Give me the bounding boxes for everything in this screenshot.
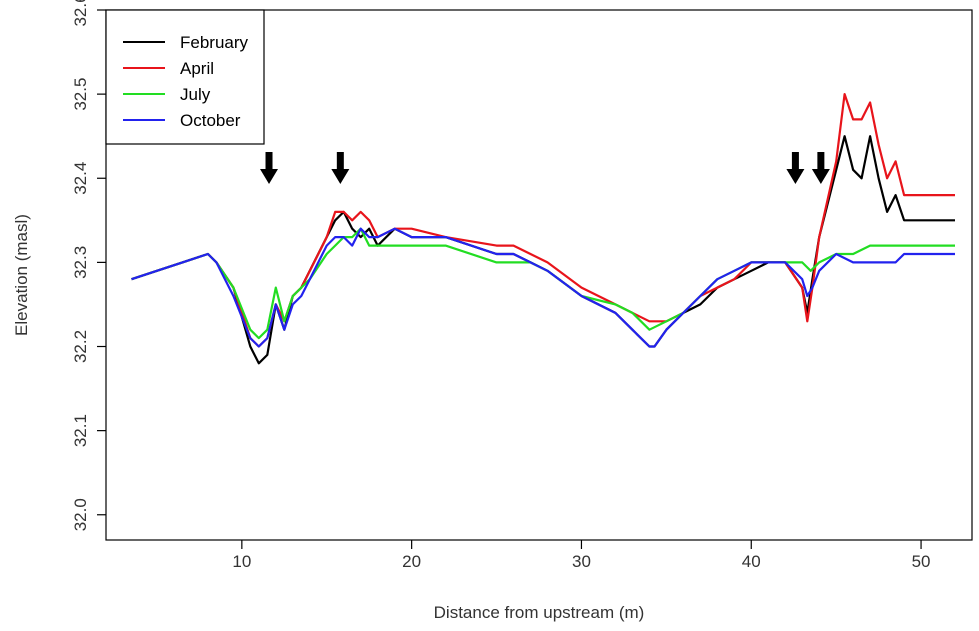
x-axis-label: Distance from upstream (m)	[434, 603, 645, 622]
plot-frame	[105, 9, 973, 541]
legend-label: April	[180, 59, 214, 78]
arrow-down-icon	[331, 152, 350, 184]
x-tick-label: 10	[232, 552, 251, 571]
x-tick-label: 30	[572, 552, 591, 571]
series-line-february	[131, 135, 955, 365]
x-tick-label: 20	[402, 552, 421, 571]
legend: February April July October	[105, 9, 265, 145]
y-tick-label: 32.0	[71, 498, 90, 531]
series-line-july	[131, 227, 955, 340]
arrow-down-icon	[811, 152, 830, 184]
y-tick-label: 32.5	[71, 78, 90, 111]
x-tick-label: 50	[912, 552, 931, 571]
y-tick-label: 32.2	[71, 330, 90, 363]
series-line-october	[131, 227, 955, 348]
arrow-down-icon	[260, 152, 279, 184]
plot-area	[105, 9, 973, 541]
arrow-down-icon	[786, 152, 805, 184]
legend-label: February	[180, 33, 249, 52]
y-tick-label: 32.1	[71, 414, 90, 447]
legend-label: October	[180, 111, 241, 130]
axes: Distance from upstream (m) Elevation (ma…	[12, 0, 931, 622]
y-tick-label: 32.3	[71, 246, 90, 279]
y-tick-label: 32.4	[71, 162, 90, 195]
y-tick-label: 32.6	[71, 0, 90, 27]
x-tick-label: 40	[742, 552, 761, 571]
legend-label: July	[180, 85, 211, 104]
legend-box	[105, 9, 265, 145]
y-axis-label: Elevation (masl)	[12, 214, 31, 336]
